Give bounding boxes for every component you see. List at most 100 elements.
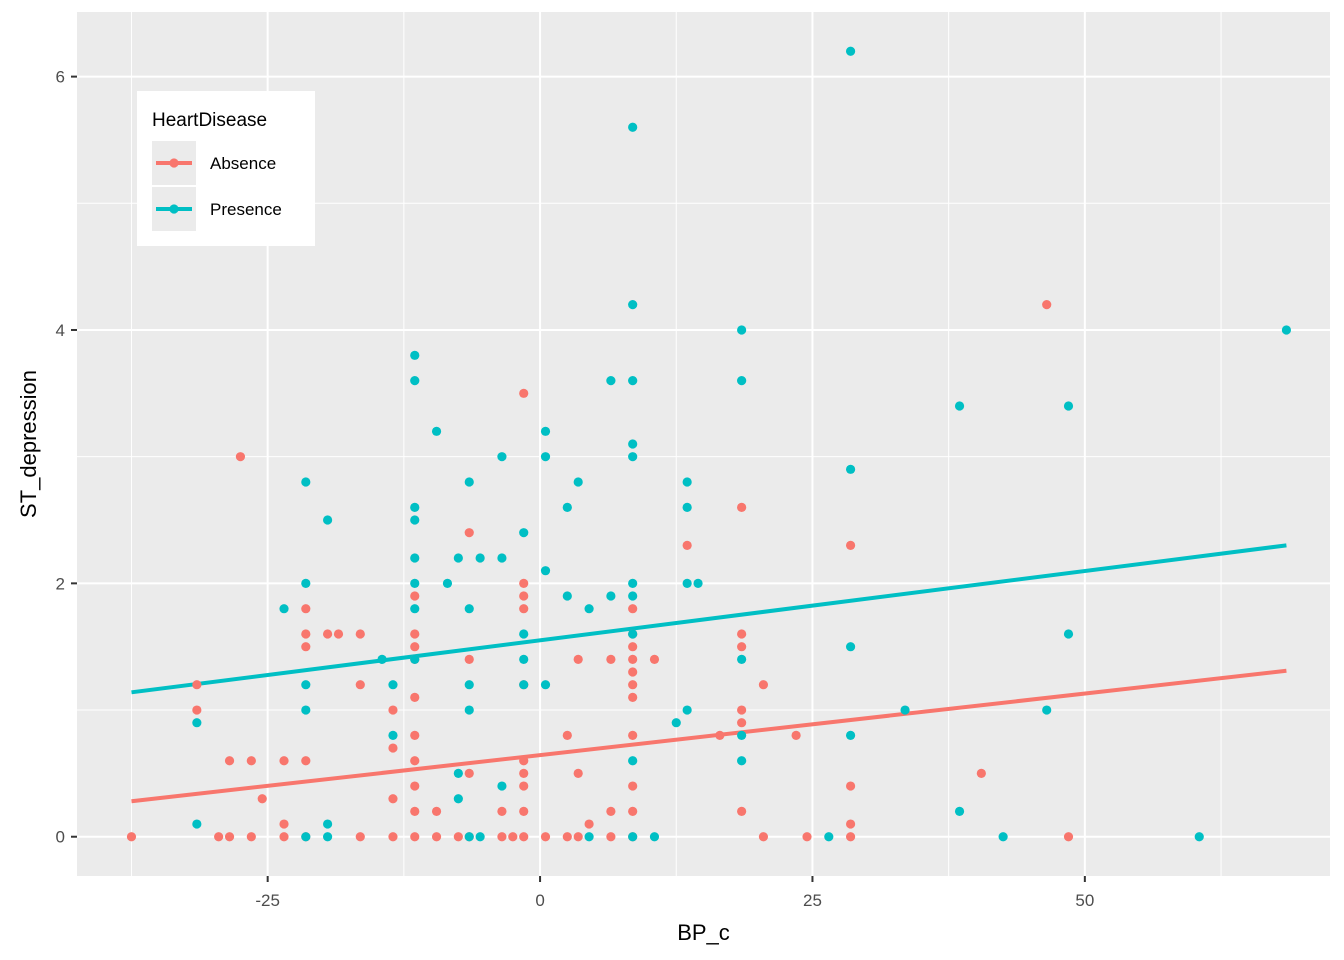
legend-entries: Absence Presence [152, 141, 282, 231]
absence-point [464, 768, 474, 778]
presence-point [279, 604, 289, 614]
absence-point [410, 781, 420, 791]
presence-point [845, 46, 856, 56]
presence-point [519, 654, 529, 664]
absence-point [355, 832, 365, 842]
absence-point [224, 832, 235, 842]
y-axis: 0 2 4 6 [56, 68, 77, 847]
presence-point [192, 718, 202, 728]
legend: HeartDisease Absence Presence [137, 91, 315, 246]
presence-point [1281, 325, 1292, 335]
presence-point [1063, 629, 1074, 639]
absence-point [431, 806, 442, 816]
presence-point [519, 680, 529, 690]
presence-point [628, 300, 638, 310]
absence-point [279, 756, 289, 766]
absence-point [519, 768, 529, 778]
presence-point [453, 553, 463, 563]
presence-point [301, 477, 311, 487]
absence-point [628, 781, 638, 791]
presence-point [628, 439, 638, 449]
presence-point [606, 591, 616, 601]
presence-point [682, 477, 692, 487]
presence-point [1042, 705, 1052, 715]
absence-point [682, 540, 692, 550]
absence-point [791, 730, 801, 740]
absence-point [431, 832, 442, 842]
presence-point [1194, 832, 1204, 842]
absence-point [192, 680, 202, 690]
absence-point [410, 806, 420, 816]
absence-point [573, 832, 583, 842]
absence-point [628, 654, 638, 664]
absence-point [628, 806, 638, 816]
absence-legend-point [169, 158, 179, 168]
absence-point [628, 680, 638, 690]
presence-point [584, 832, 594, 842]
absence-point [802, 832, 812, 842]
absence-point [628, 692, 638, 702]
data-points [126, 46, 1292, 842]
absence-point [519, 781, 529, 791]
absence-point [606, 806, 616, 816]
presence-point [824, 832, 834, 842]
absence-point [628, 642, 638, 652]
presence-point [562, 591, 572, 601]
absence-point [301, 629, 311, 639]
presence-point [464, 832, 474, 842]
absence-point [737, 642, 747, 652]
absence-point [453, 832, 463, 842]
presence-point [410, 376, 420, 386]
absence-point [464, 528, 474, 538]
presence-point [410, 604, 420, 614]
presence-point [682, 578, 692, 588]
absence-point [606, 832, 616, 842]
absence-point [519, 591, 529, 601]
presence-point [628, 591, 638, 601]
presence-point [301, 578, 311, 588]
presence-point [737, 756, 747, 766]
x-tick-label: 0 [535, 891, 544, 910]
absence-point [410, 756, 420, 766]
absence-point [628, 604, 638, 614]
absence-point [519, 604, 529, 614]
presence-point [584, 604, 594, 614]
presence-point [410, 578, 420, 588]
absence-point [279, 819, 289, 829]
presence-point [388, 730, 398, 740]
y-tick-label: 0 [56, 828, 65, 847]
presence-point [410, 502, 420, 512]
presence-point [497, 553, 507, 563]
absence-point [976, 768, 986, 778]
absence-point [573, 768, 583, 778]
absence-point [355, 680, 365, 690]
absence-point [410, 591, 420, 601]
absence-point [562, 832, 572, 842]
presence-point [192, 819, 202, 829]
absence-point [301, 756, 311, 766]
presence-point [628, 756, 638, 766]
absence-point [410, 629, 420, 639]
absence-point [301, 642, 311, 652]
absence-point [737, 502, 747, 512]
absence-point [301, 604, 311, 614]
absence-point [279, 832, 289, 842]
absence-point [606, 654, 616, 664]
presence-legend-label: Presence [210, 200, 282, 219]
legend-title: HeartDisease [152, 110, 267, 131]
absence-point [126, 832, 137, 842]
x-axis: -25 0 25 50 [255, 876, 1094, 910]
presence-point [562, 502, 572, 512]
presence-point [475, 553, 485, 563]
presence-point [649, 832, 660, 842]
presence-point [628, 452, 638, 462]
absence-point [845, 819, 856, 829]
presence-point [998, 832, 1008, 842]
absence-point [410, 692, 420, 702]
absence-point [737, 806, 747, 816]
x-tick-label: 25 [803, 891, 822, 910]
presence-point [301, 705, 311, 715]
absence-point [540, 832, 551, 842]
presence-point [845, 730, 856, 740]
x-tick-label: -25 [255, 891, 280, 910]
